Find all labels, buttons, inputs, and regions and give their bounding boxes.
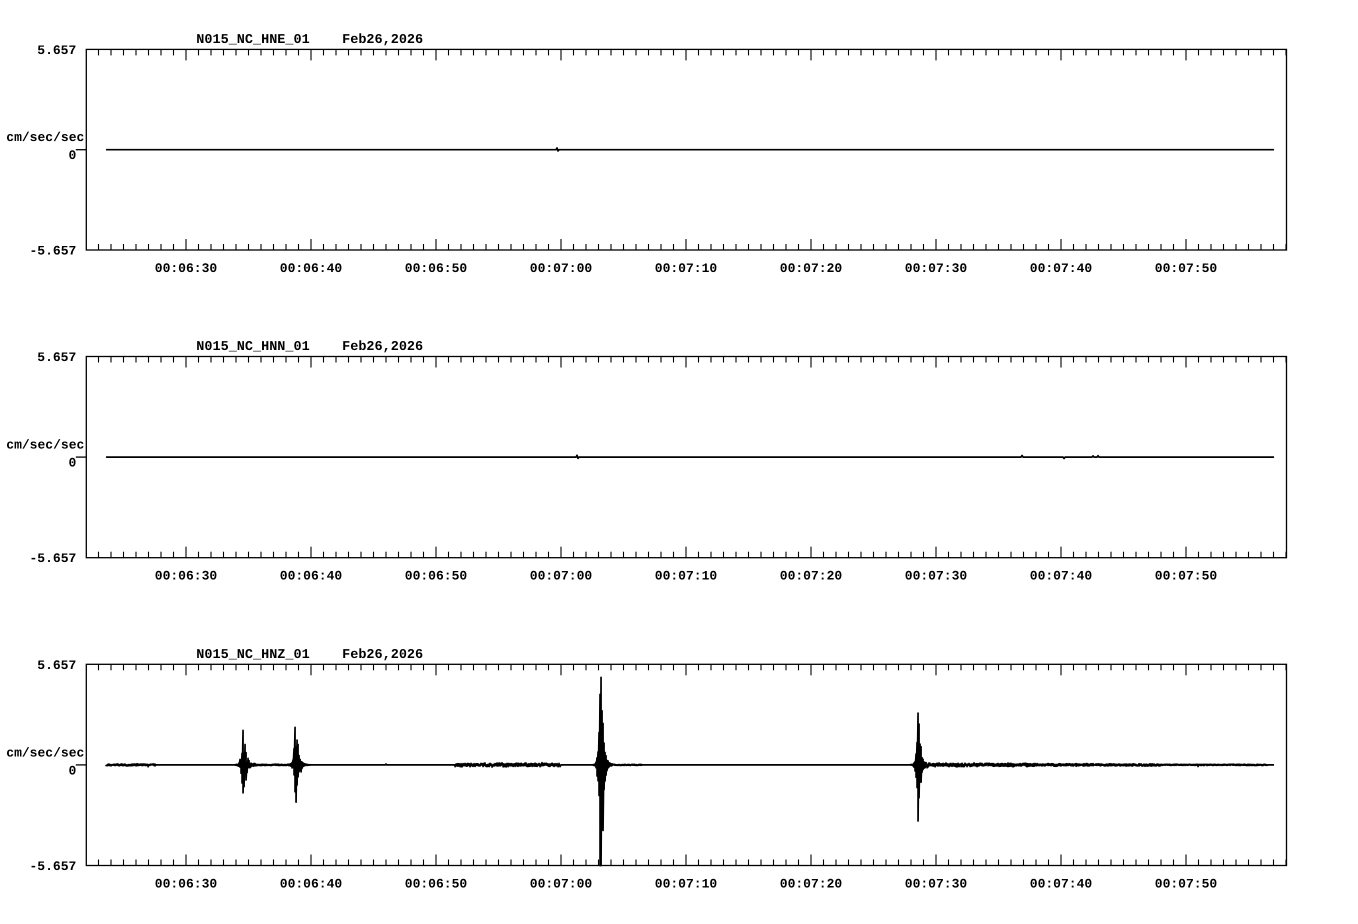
svg-text:00:06:40: 00:06:40 [280,877,343,892]
svg-text:00:07:50: 00:07:50 [1155,261,1218,276]
svg-text:N015_NC_HNE_01 Feb26,2026: N015_NC_HNE_01 Feb26,2026 [196,33,423,48]
svg-text:00:07:00: 00:07:00 [530,261,593,276]
svg-text:00:07:00: 00:07:00 [530,877,593,892]
svg-text:00:07:40: 00:07:40 [1030,261,1093,276]
svg-text:5.657: 5.657 [37,43,76,58]
svg-text:00:07:10: 00:07:10 [655,877,718,892]
svg-text:00:07:10: 00:07:10 [655,569,718,584]
svg-text:00:07:20: 00:07:20 [780,569,843,584]
svg-text:00:07:40: 00:07:40 [1030,569,1093,584]
svg-text:cm/sec/sec: cm/sec/sec [6,438,84,453]
svg-text:00:06:30: 00:06:30 [155,877,218,892]
svg-text:5.657: 5.657 [37,350,76,365]
svg-text:00:06:30: 00:06:30 [155,569,218,584]
svg-text:-5.657: -5.657 [29,859,76,874]
svg-text:00:06:50: 00:06:50 [405,877,468,892]
svg-text:0: 0 [68,456,76,471]
svg-text:5.657: 5.657 [37,658,76,673]
svg-text:N015_NC_HNZ_01 Feb26,2026: N015_NC_HNZ_01 Feb26,2026 [196,648,423,663]
svg-text:0: 0 [68,763,76,778]
svg-text:N015_NC_HNN_01 Feb26,2026: N015_NC_HNN_01 Feb26,2026 [196,340,423,355]
svg-text:00:06:40: 00:06:40 [280,569,343,584]
svg-text:00:07:40: 00:07:40 [1030,877,1093,892]
svg-text:0: 0 [68,148,76,163]
svg-text:-5.657: -5.657 [29,551,76,566]
svg-text:00:07:20: 00:07:20 [780,877,843,892]
svg-text:00:06:40: 00:06:40 [280,261,343,276]
svg-text:00:07:50: 00:07:50 [1155,569,1218,584]
svg-text:cm/sec/sec: cm/sec/sec [6,745,84,760]
svg-text:00:06:30: 00:06:30 [155,261,218,276]
svg-text:00:07:00: 00:07:00 [530,569,593,584]
svg-text:00:07:30: 00:07:30 [905,877,968,892]
svg-text:cm/sec/sec: cm/sec/sec [6,130,84,145]
svg-text:-5.657: -5.657 [29,244,76,259]
svg-text:00:07:30: 00:07:30 [905,261,968,276]
svg-text:00:07:50: 00:07:50 [1155,877,1218,892]
svg-text:00:07:20: 00:07:20 [780,261,843,276]
svg-text:00:07:10: 00:07:10 [655,261,718,276]
svg-text:00:07:30: 00:07:30 [905,569,968,584]
svg-text:00:06:50: 00:06:50 [405,261,468,276]
svg-text:00:06:50: 00:06:50 [405,569,468,584]
